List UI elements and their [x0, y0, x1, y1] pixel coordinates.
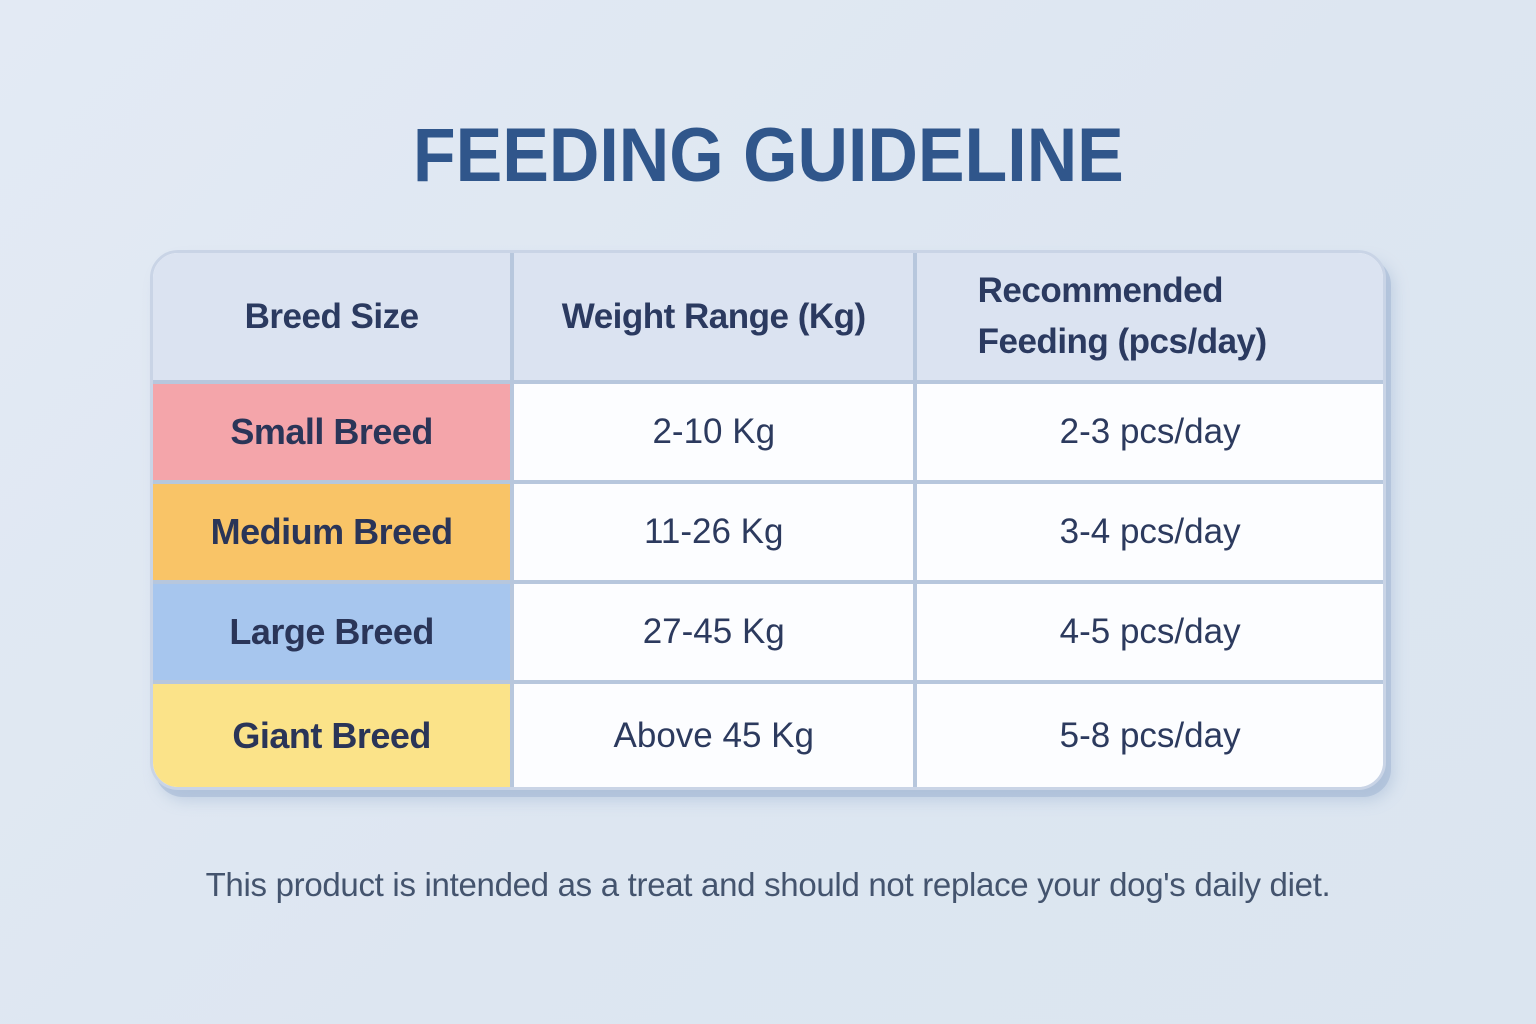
feeding-value: 3-4 pcs/day: [1059, 512, 1241, 551]
page-title: FEEDING GUIDELINE: [412, 113, 1124, 198]
row-giant-feeding: 5-8 pcs/day: [917, 684, 1383, 787]
feeding-guideline-table: Breed Size Weight Range (Kg) Recommended…: [150, 250, 1386, 790]
row-large-feeding: 4-5 pcs/day: [917, 584, 1383, 684]
feeding-value: 4-5 pcs/day: [1059, 612, 1241, 651]
header-label: Weight Range (Kg): [561, 296, 866, 336]
header-cell-recommended-feeding: Recommended Feeding (pcs/day): [917, 253, 1383, 384]
header-label: Breed Size: [244, 296, 419, 336]
weight-value: 2-10 Kg: [652, 412, 776, 451]
row-large-breed-label: Large Breed: [153, 584, 515, 684]
row-small-breed-label: Small Breed: [153, 384, 515, 484]
disclaimer-note: This product is intended as a treat and …: [205, 866, 1331, 903]
row-medium-feeding: 3-4 pcs/day: [917, 484, 1383, 584]
breed-name: Small Breed: [230, 411, 433, 452]
row-giant-breed-label: Giant Breed: [153, 684, 515, 787]
feeding-value: 2-3 pcs/day: [1059, 412, 1241, 451]
row-small-weight: 2-10 Kg: [514, 384, 918, 484]
weight-value: Above 45 Kg: [613, 715, 814, 755]
row-small-feeding: 2-3 pcs/day: [917, 384, 1383, 484]
row-large-weight: 27-45 Kg: [514, 584, 918, 684]
feeding-value: 5-8 pcs/day: [1059, 715, 1241, 755]
header-cell-weight-range: Weight Range (Kg): [514, 253, 918, 384]
breed-name: Large Breed: [229, 611, 434, 652]
weight-value: 27-45 Kg: [642, 612, 785, 651]
header-label: Recommended Feeding (pcs/day): [977, 270, 1268, 361]
row-giant-weight: Above 45 Kg: [514, 684, 918, 787]
breed-name: Medium Breed: [210, 511, 454, 552]
weight-value: 11-26 Kg: [644, 512, 784, 551]
breed-name: Giant Breed: [232, 714, 431, 756]
header-cell-breed-size: Breed Size: [153, 253, 515, 384]
row-medium-breed-label: Medium Breed: [153, 484, 515, 584]
row-medium-weight: 11-26 Kg: [514, 484, 918, 584]
